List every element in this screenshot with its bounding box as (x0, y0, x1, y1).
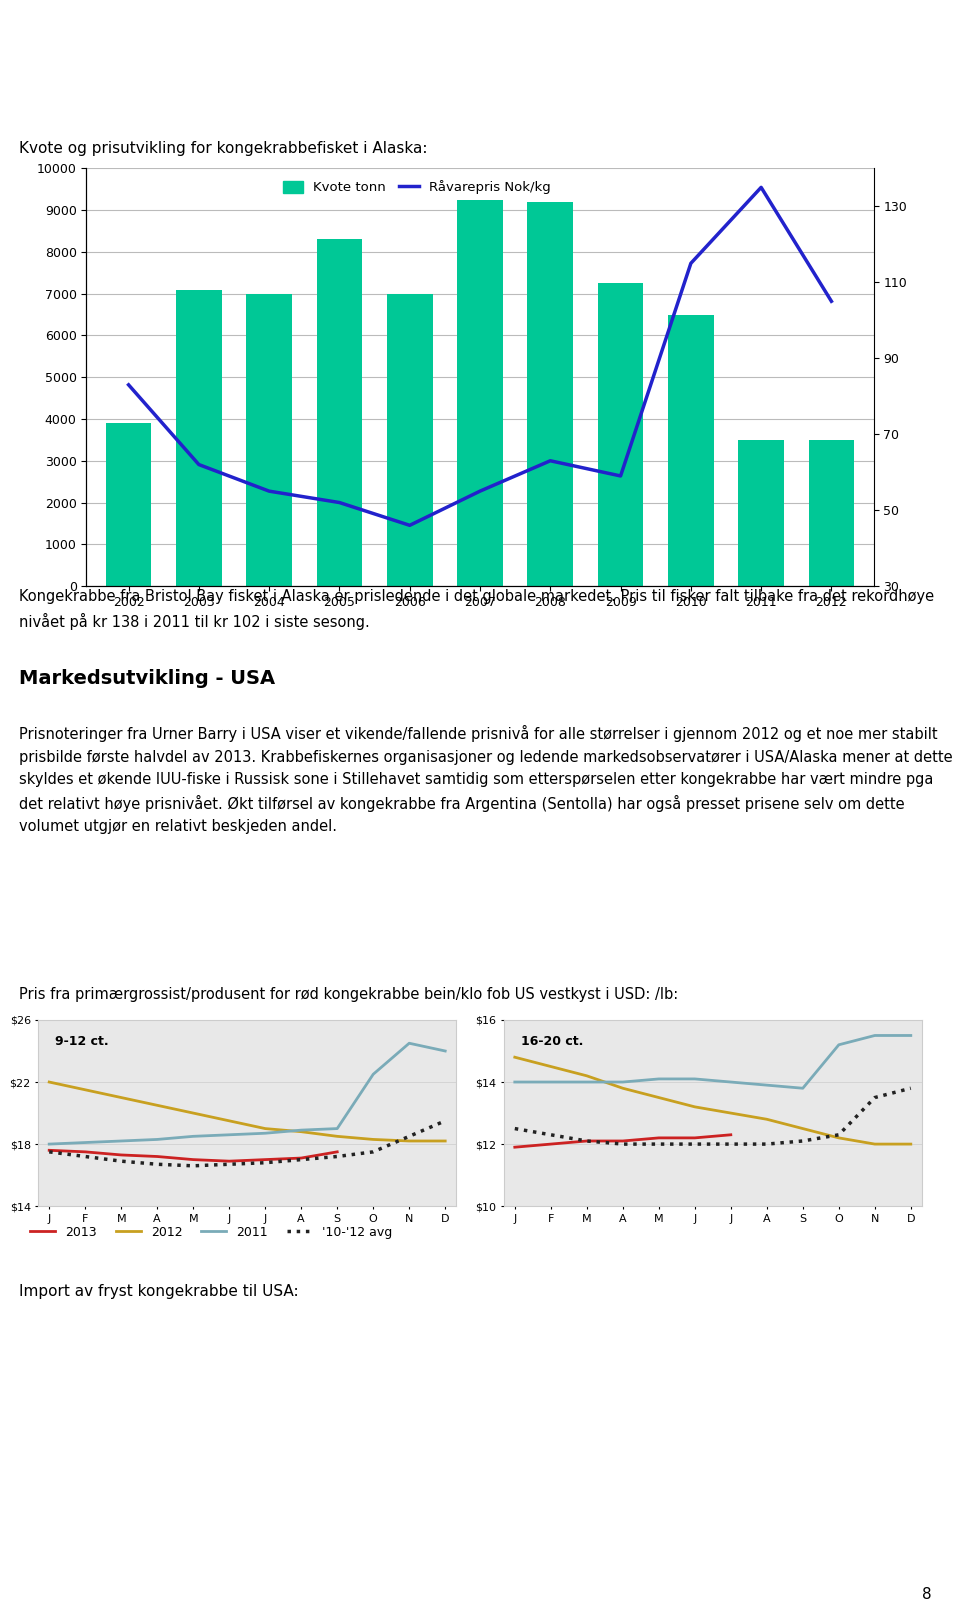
Text: Prisnoteringer fra Urner Barry i USA viser et vikende/fallende prisnivå for alle: Prisnoteringer fra Urner Barry i USA vis… (19, 725, 953, 834)
Bar (106, 423, 152, 586)
Bar (457, 199, 503, 586)
Text: 9-12 ct.: 9-12 ct. (55, 1035, 108, 1047)
Bar (527, 202, 573, 586)
Text: Import av fryst kongekrabbe til USA:: Import av fryst kongekrabbe til USA: (19, 1284, 299, 1300)
Bar (598, 283, 643, 586)
Text: Pris fra primærgrossist/produsent for rød kongekrabbe bein/klo fob US vestkyst i: Pris fra primærgrossist/produsent for rø… (19, 986, 679, 1002)
Bar (808, 440, 854, 586)
Text: Kongekrabbe fra Bristol Bay fisket i Alaska er prisledende i det globale markede: Kongekrabbe fra Bristol Bay fisket i Ala… (19, 589, 934, 630)
Text: 8: 8 (922, 1587, 931, 1603)
Text: Markedsutvikling - USA: Markedsutvikling - USA (19, 669, 276, 688)
Bar (317, 240, 362, 586)
Text: 16-20 ct.: 16-20 ct. (520, 1035, 583, 1047)
Bar (738, 440, 784, 586)
Text: Kvote og prisutvikling for kongekrabbefisket i Alaska:: Kvote og prisutvikling for kongekrabbefi… (19, 141, 428, 157)
Legend: Kvote tonn, Råvarepris Nok/kg: Kvote tonn, Råvarepris Nok/kg (277, 175, 557, 199)
Bar (668, 314, 713, 586)
Bar (387, 293, 433, 586)
Bar (247, 293, 292, 586)
Legend: 2013, 2012, 2011, '10-'12 avg: 2013, 2012, 2011, '10-'12 avg (26, 1221, 396, 1243)
Bar (176, 290, 222, 586)
Text: Kongekrabbe 2013: Kongekrabbe 2013 (370, 36, 590, 55)
Text: MARKEDSRAPPORT: MARKEDSRAPPORT (360, 83, 600, 104)
